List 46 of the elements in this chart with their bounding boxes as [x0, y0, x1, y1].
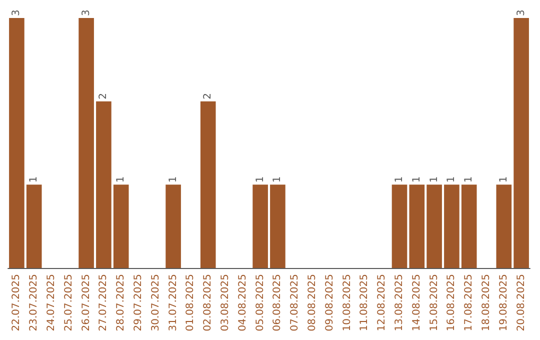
x-tick-label: 17.08.2025: [464, 274, 475, 332]
x-tick-label: 07.08.2025: [290, 274, 301, 332]
x-tick-label: 05.08.2025: [254, 274, 266, 332]
data-label: 2: [98, 92, 110, 100]
x-tick-label: 25.07.2025: [63, 274, 74, 332]
data-label: 1: [168, 176, 179, 183]
data-label: 1: [28, 176, 40, 183]
x-tick-label: 24.07.2025: [46, 274, 57, 332]
x-tick-label: 09.08.2025: [324, 274, 336, 332]
data-label: 3: [516, 10, 527, 16]
data-label: 3: [11, 10, 22, 16]
x-tick-label: 18.08.2025: [481, 274, 492, 332]
x-tick-label: 01.08.2025: [185, 274, 196, 332]
x-tick-label: 19.08.2025: [498, 274, 510, 332]
data-label: 1: [254, 176, 266, 183]
data-label: 1: [446, 176, 458, 183]
x-tick-label: 06.08.2025: [272, 274, 284, 332]
data-label: 2: [202, 92, 214, 100]
data-label: 1: [116, 176, 127, 183]
x-tick-label: 22.07.2025: [11, 274, 22, 332]
x-tick-label: 26.07.2025: [80, 274, 92, 332]
x-tick-label: 11.08.2025: [359, 274, 370, 332]
data-label: 1: [464, 176, 475, 183]
x-tick-label: 23.07.2025: [28, 274, 40, 332]
x-tick-label: 03.08.2025: [220, 274, 231, 332]
x-tick-label: 02.08.2025: [202, 274, 214, 332]
x-tick-label: 16.08.2025: [446, 274, 458, 332]
x-tick-label: 08.08.2025: [307, 274, 318, 332]
x-tick-label: 15.08.2025: [428, 274, 440, 332]
x-tick-label: 20.08.2025: [516, 274, 527, 332]
x-tick-label: 30.07.2025: [150, 274, 162, 332]
x-tick-label: 04.08.2025: [237, 274, 248, 332]
data-label: 1: [498, 176, 510, 183]
x-tick-label: 12.08.2025: [376, 274, 388, 332]
data-label: 3: [80, 10, 92, 16]
data-label: 1: [272, 176, 284, 183]
x-tick-label: 10.08.2025: [342, 274, 353, 332]
x-tick-label: 14.08.2025: [411, 274, 422, 332]
data-label: 1: [428, 176, 440, 183]
x-tick-label: 31.07.2025: [168, 274, 179, 332]
x-tick-label: 27.07.2025: [98, 274, 110, 332]
data-label: 1: [394, 176, 405, 183]
x-tick-label: 13.08.2025: [394, 274, 405, 332]
x-tick-label: 28.07.2025: [116, 274, 127, 332]
x-tick-label: 29.07.2025: [133, 274, 144, 332]
data-label: 1: [411, 176, 422, 183]
